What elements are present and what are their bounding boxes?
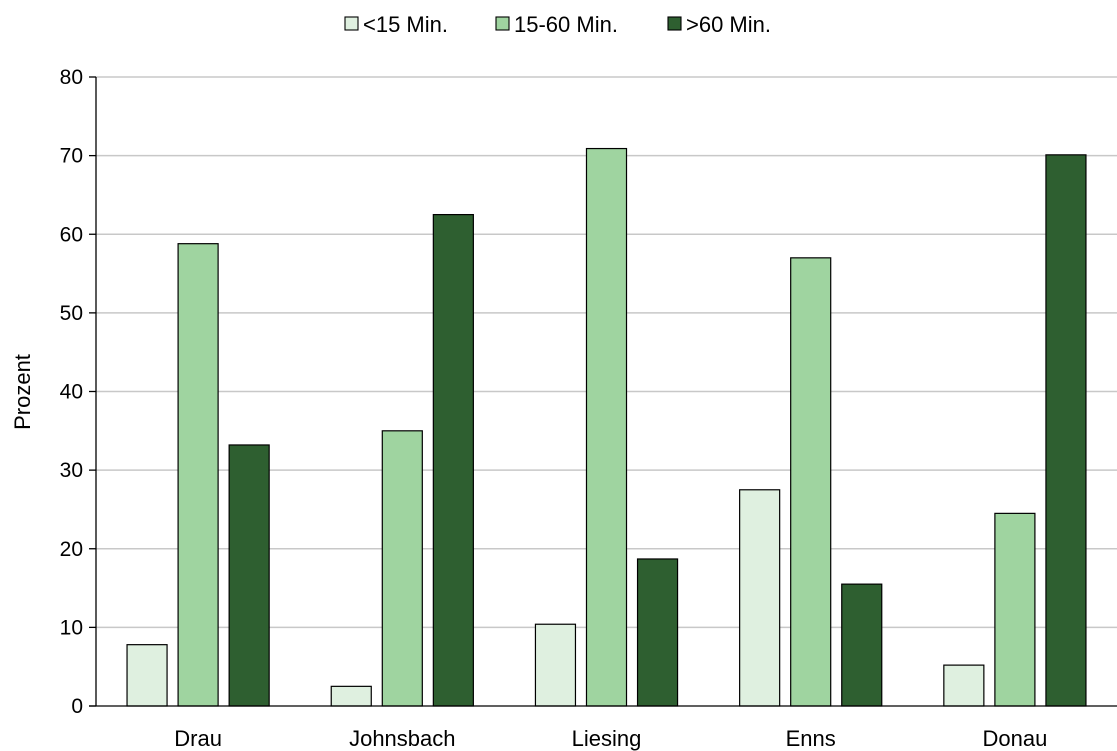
chart-legend: <15 Min. 15-60 Min. >60 Min. (344, 12, 771, 37)
bar (790, 257, 832, 707)
y-tick-label: 80 (60, 66, 83, 89)
bar (330, 685, 372, 707)
x-category-labels: Drau Johnsbach Liesing Enns Donau (174, 726, 1047, 751)
x-category-label: Johnsbach (349, 726, 455, 751)
bar (381, 430, 423, 707)
bar (636, 558, 679, 707)
axes (89, 76, 1117, 707)
y-tick-label: 50 (60, 302, 83, 325)
bars (126, 147, 1087, 707)
bar (994, 512, 1036, 707)
y-tick-label: 60 (60, 223, 83, 246)
y-axis-title: Prozent (10, 354, 35, 430)
legend-swatch (344, 16, 359, 31)
x-category-label: Liesing (572, 726, 642, 751)
legend-label: 15-60 Min. (514, 12, 618, 37)
y-tick-label: 40 (60, 381, 83, 404)
legend-label: >60 Min. (686, 12, 771, 37)
y-tick-label: 10 (60, 616, 83, 639)
x-category-label: Donau (982, 726, 1047, 751)
bar (943, 664, 985, 707)
bar (1045, 154, 1087, 707)
bar (228, 444, 270, 707)
y-tick-labels: 0 10 20 30 40 50 60 70 80 (60, 66, 83, 718)
y-tick-label: 20 (60, 538, 83, 561)
x-category-label: Drau (174, 726, 222, 751)
bar (585, 147, 628, 707)
x-category-label: Enns (786, 726, 836, 751)
legend-label: <15 Min. (363, 12, 448, 37)
bar (126, 644, 168, 707)
legend-swatch (667, 16, 682, 31)
bar (432, 213, 474, 707)
bar (739, 489, 781, 707)
y-tick-label: 70 (60, 145, 83, 168)
legend-swatch (495, 16, 510, 31)
bar (177, 243, 219, 707)
y-tick-label: 30 (60, 459, 83, 482)
bar (534, 623, 577, 707)
bar (841, 583, 883, 707)
y-tick-label: 0 (71, 695, 83, 718)
